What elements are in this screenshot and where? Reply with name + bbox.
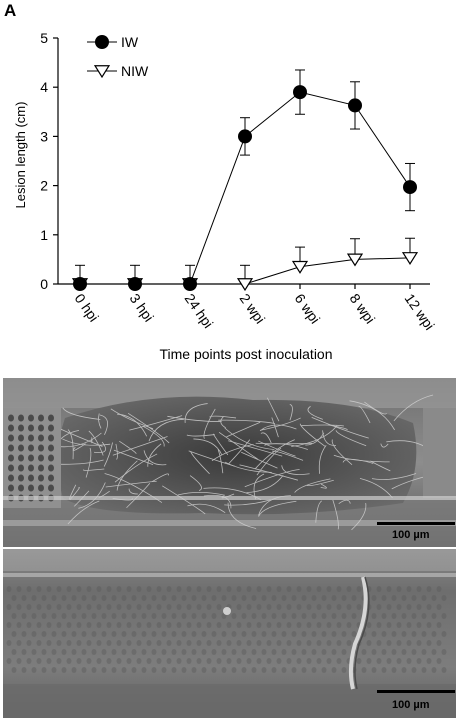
x-tick-label: 6 wpi [292,291,324,327]
y-tick-label: 0 [40,276,48,292]
data-point-iw [183,277,197,291]
lesion-length-chart: 0 1 2 3 4 5 0 hpi 3 hpi 24 hpi 2 wpi 6 wpi 8 wpi 12 … [13,30,438,362]
x-tick-label: 8 wpi [347,291,379,327]
data-point-niw [346,253,364,267]
data-point-iw [128,277,142,291]
x-axis-label: Time points post inoculation [159,346,332,362]
data-point-iw [238,129,252,144]
chart-legend: IW NIW [87,34,149,79]
scale-label-c: 100 µm [392,699,430,711]
y-tick-label: 5 [40,30,48,46]
data-point-niw [93,65,111,79]
x-tick-label: 0 hpi [72,291,103,325]
y-tick-label: 1 [40,227,48,243]
sem-micrograph-noninfected [3,549,456,718]
scale-bar-b [377,522,455,525]
series-niw [71,237,419,292]
x-tick-label: 12 wpi [402,291,438,333]
series-iw [73,69,417,291]
x-tick-label: 24 hpi [182,291,217,331]
data-point-iw [403,180,417,195]
x-tick-label: 3 hpi [127,291,158,325]
panel-label-a: A [4,1,17,20]
data-point-iw [348,98,362,113]
chart-ticks: 0 1 2 3 4 5 0 hpi 3 hpi 24 hpi 2 wpi 6 wpi 8 wpi 12 … [40,30,438,333]
y-axis-label: Lesion length (cm) [13,102,28,209]
x-tick-label: 2 wpi [237,291,269,327]
data-point-niw [401,252,419,266]
data-point-niw [236,278,254,292]
data-point-niw [291,260,309,274]
data-point-iw [95,35,109,49]
data-point-iw [293,85,307,100]
y-tick-label: 2 [40,178,48,194]
scale-label-b: 100 µm [392,529,430,541]
legend-label-niw: NIW [121,63,149,79]
legend-label-iw: IW [121,34,139,50]
y-tick-label: 3 [40,128,48,144]
y-tick-label: 4 [40,79,48,95]
data-point-iw [73,277,87,291]
chart-axes [57,38,430,285]
chart-series [71,69,419,292]
scale-bar-c [377,690,455,693]
